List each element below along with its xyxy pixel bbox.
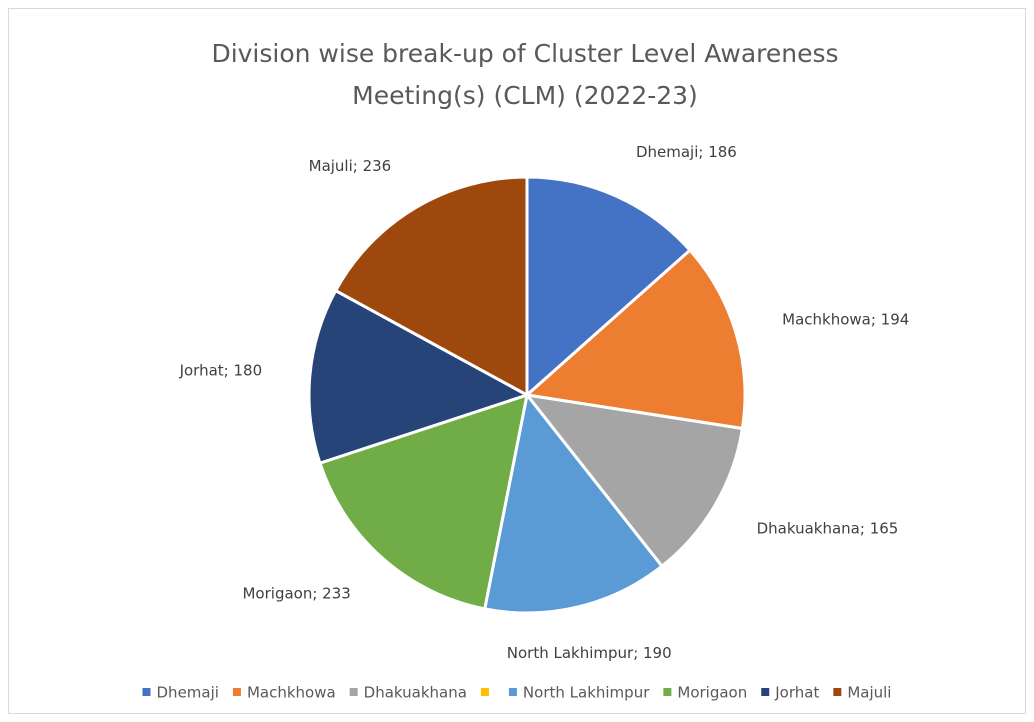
legend-label: Dhakuakhana — [364, 684, 467, 702]
data-label: Machkhowa; 194 — [782, 310, 909, 328]
legend-label: Machkhowa — [247, 684, 336, 702]
pie-slice — [523, 248, 747, 431]
data-label: Dhakuakhana; 165 — [757, 520, 899, 538]
legend-swatch — [142, 688, 151, 696]
pie-slice — [523, 392, 745, 569]
pie-slice — [307, 288, 531, 466]
legend-swatch — [508, 688, 517, 696]
data-label: Dhemaji; 186 — [636, 143, 737, 161]
data-label: Majuli; 236 — [309, 157, 392, 175]
legend-label: Majuli — [847, 684, 891, 702]
chart-title: Meeting(s) (CLM) (2022-23) — [352, 81, 698, 110]
legend-swatch — [480, 688, 489, 696]
legend-label: North Lakhimpur — [523, 684, 650, 702]
legend-label: Morigaon — [677, 684, 747, 702]
data-label: Jorhat; 180 — [179, 361, 263, 379]
legend-swatch — [349, 688, 358, 696]
legend-swatch — [663, 688, 672, 696]
legend: Dhemaji Machkhowa Dhakuakhana North Lakhimp… — [142, 684, 891, 702]
pie-slice — [482, 391, 665, 615]
data-label: North Lakhimpur; 190 — [507, 644, 672, 662]
pie-slice — [333, 175, 529, 398]
legend-label: Dhemaji — [157, 684, 219, 702]
chart-title: Division wise break-up of Cluster Level … — [211, 39, 838, 68]
legend-label: Jorhat — [774, 684, 819, 702]
legend-swatch — [232, 688, 241, 696]
pie-slice — [318, 392, 529, 611]
pie-slice — [525, 175, 693, 399]
legend-swatch — [833, 688, 842, 696]
data-label: Morigaon; 233 — [242, 585, 350, 603]
legend-swatch — [761, 688, 770, 696]
